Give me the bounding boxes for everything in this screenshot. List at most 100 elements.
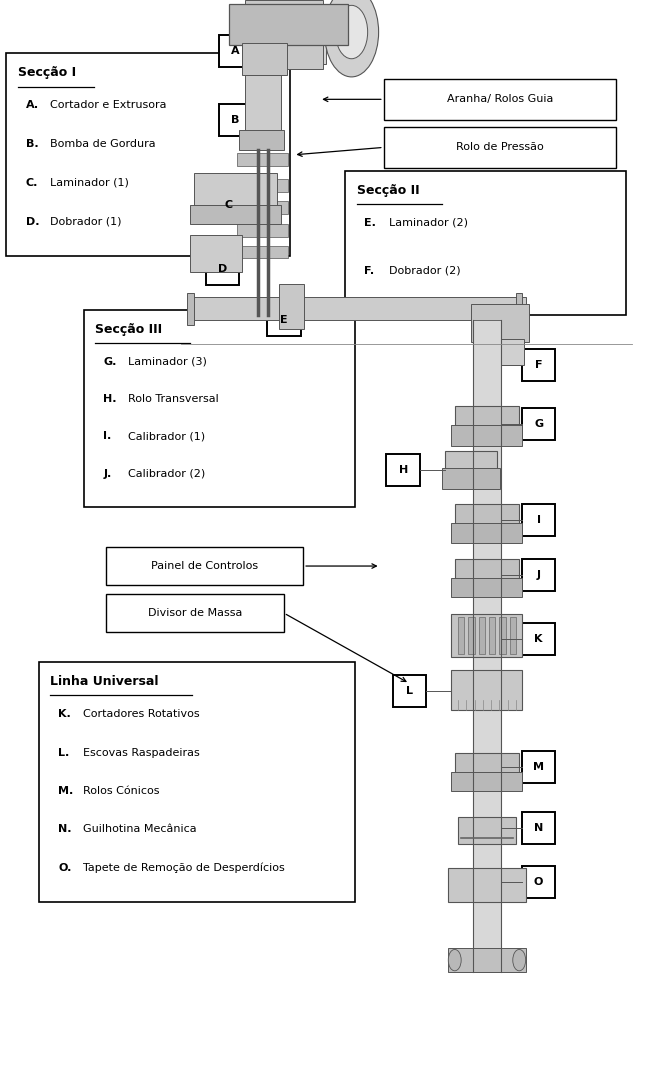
Text: D: D [218, 264, 227, 274]
Bar [455, 559, 519, 591]
Bar [206, 253, 239, 285]
Text: Laminador (1): Laminador (1) [50, 178, 129, 188]
Bar [384, 79, 616, 120]
Bar [229, 4, 348, 45]
Bar [237, 153, 288, 166]
Bar [468, 617, 475, 654]
Text: Dobrador (1): Dobrador (1) [50, 217, 122, 226]
Text: H.: H. [103, 394, 117, 404]
Bar [451, 523, 522, 543]
Text: A: A [231, 46, 240, 57]
Bar [451, 614, 522, 657]
Bar [384, 127, 616, 168]
Bar [245, 75, 281, 139]
Bar [187, 293, 194, 325]
Text: I.: I. [103, 431, 112, 441]
Text: Cortadores Rotativos: Cortadores Rotativos [83, 709, 199, 719]
Text: G: G [534, 419, 543, 429]
Text: B: B [232, 114, 239, 125]
Text: Rolos Cónicos: Rolos Cónicos [83, 786, 159, 796]
Text: Bomba de Gordura: Bomba de Gordura [50, 139, 156, 150]
Bar [499, 617, 506, 654]
Text: N: N [534, 822, 543, 833]
Circle shape [324, 0, 379, 77]
Text: Guilhotina Mecânica: Guilhotina Mecânica [83, 824, 196, 834]
Text: F.: F. [364, 266, 375, 276]
Text: Secção III: Secção III [95, 323, 163, 335]
Bar [522, 408, 555, 440]
Text: G.: G. [103, 357, 117, 366]
Bar [237, 246, 288, 258]
Text: L.: L. [58, 748, 69, 757]
Text: K.: K. [58, 709, 71, 719]
Bar [522, 866, 555, 898]
Text: N.: N. [58, 824, 72, 834]
Bar [386, 454, 420, 486]
Text: O.: O. [58, 863, 72, 873]
Bar [242, 43, 287, 75]
Text: J.: J. [103, 469, 112, 478]
Text: M: M [533, 761, 544, 772]
Bar [190, 297, 526, 320]
Text: Secção II: Secção II [357, 184, 419, 197]
Bar [451, 772, 522, 791]
Text: E.: E. [364, 218, 376, 227]
Text: A.: A. [26, 100, 39, 110]
Text: Secção I: Secção I [18, 66, 76, 79]
Text: Tapete de Remoção de Desperdícios: Tapete de Remoção de Desperdícios [83, 863, 284, 874]
Bar [237, 201, 288, 214]
Bar [279, 284, 304, 329]
Text: Laminador (2): Laminador (2) [389, 218, 468, 227]
Text: Rolo Transversal: Rolo Transversal [128, 394, 219, 404]
Bar [451, 578, 522, 597]
Bar [516, 293, 522, 325]
Text: L: L [406, 686, 413, 696]
Text: K: K [534, 633, 543, 644]
Bar [237, 224, 288, 237]
Text: C: C [225, 200, 233, 210]
Bar [219, 104, 252, 136]
Text: H: H [399, 465, 408, 475]
Bar [190, 235, 242, 272]
Text: Escovas Raspadeiras: Escovas Raspadeiras [83, 748, 199, 757]
Bar [448, 948, 526, 972]
Bar [473, 320, 501, 972]
Bar [489, 617, 495, 654]
Bar [522, 559, 555, 591]
Bar [267, 304, 301, 336]
Bar [451, 425, 522, 446]
Text: Calibrador (2): Calibrador (2) [128, 469, 205, 478]
Bar [106, 547, 303, 585]
Text: I: I [537, 515, 541, 525]
Bar [39, 662, 355, 902]
Text: C.: C. [26, 178, 38, 188]
Bar [458, 817, 516, 844]
Bar [455, 504, 519, 536]
Text: D.: D. [26, 217, 39, 226]
Bar [393, 675, 426, 707]
Bar [522, 623, 555, 655]
Text: Cortador e Extrusora: Cortador e Extrusora [50, 100, 167, 110]
Text: Calibrador (1): Calibrador (1) [128, 431, 205, 441]
Bar [471, 304, 529, 342]
Bar [522, 751, 555, 783]
Text: F: F [535, 360, 542, 371]
Bar [476, 339, 524, 365]
Bar [6, 53, 290, 256]
Bar [219, 35, 252, 67]
Text: Dobrador (2): Dobrador (2) [389, 266, 461, 276]
Text: M.: M. [58, 786, 74, 796]
Text: E: E [280, 315, 288, 326]
Bar [237, 179, 288, 192]
Bar [106, 594, 284, 632]
Bar [84, 310, 355, 507]
Circle shape [448, 949, 461, 971]
Bar [194, 173, 277, 216]
Bar [455, 753, 519, 785]
Bar [510, 617, 516, 654]
Circle shape [335, 5, 368, 59]
Bar [448, 868, 526, 902]
Text: Divisor de Massa: Divisor de Massa [148, 608, 243, 618]
Text: O: O [534, 877, 543, 888]
Bar [445, 451, 497, 483]
